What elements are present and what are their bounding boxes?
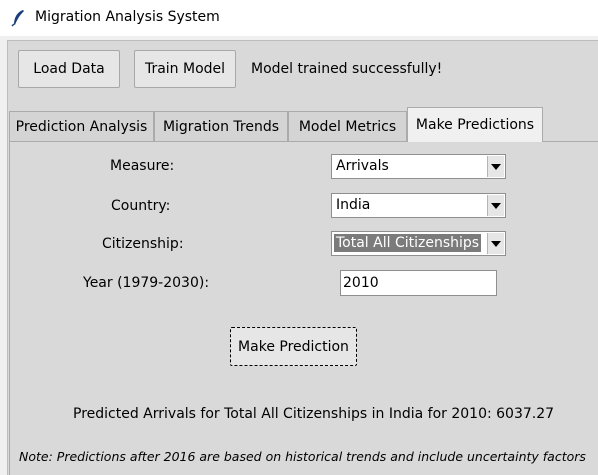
status-text: Model trained successfully! bbox=[251, 61, 443, 77]
tab-model-metrics[interactable]: Model Metrics bbox=[288, 111, 407, 141]
feather-icon bbox=[11, 10, 24, 27]
tab-label: Migration Trends bbox=[162, 118, 280, 135]
year-input[interactable] bbox=[340, 270, 497, 296]
citizenship-select[interactable]: Total All Citizenships bbox=[331, 231, 506, 256]
country-label: Country: bbox=[111, 198, 171, 214]
tab-make-predictions[interactable]: Make Predictions bbox=[407, 107, 543, 142]
citizenship-value: Total All Citizenships bbox=[334, 234, 482, 252]
dropdown-arrow[interactable] bbox=[487, 195, 504, 216]
year-label: Year (1979-2030): bbox=[83, 275, 210, 291]
dropdown-arrow[interactable] bbox=[487, 233, 504, 254]
dropdown-arrow[interactable] bbox=[487, 156, 504, 177]
chevron-down-icon bbox=[491, 163, 501, 170]
tab-prediction-analysis[interactable]: Prediction Analysis bbox=[9, 111, 154, 141]
country-value: India bbox=[336, 197, 371, 213]
load-data-button[interactable]: Load Data bbox=[18, 50, 120, 88]
tab-panel bbox=[9, 141, 598, 475]
chevron-down-icon bbox=[491, 240, 501, 247]
prediction-result: Predicted Arrivals for Total All Citizen… bbox=[73, 406, 555, 422]
measure-label: Measure: bbox=[110, 158, 175, 174]
tab-migration-trends[interactable]: Migration Trends bbox=[154, 111, 288, 141]
measure-select[interactable]: Arrivals bbox=[331, 154, 506, 179]
country-select[interactable]: India bbox=[331, 193, 506, 218]
tab-label: Make Predictions bbox=[415, 117, 535, 133]
note-text: Note: Predictions after 2016 are based o… bbox=[19, 449, 586, 464]
measure-value: Arrivals bbox=[336, 158, 389, 174]
citizenship-label: Citizenship: bbox=[102, 236, 184, 252]
make-prediction-button[interactable]: Make Prediction bbox=[230, 327, 357, 366]
chevron-down-icon bbox=[491, 202, 501, 209]
tab-label: Prediction Analysis bbox=[15, 118, 148, 135]
train-model-button[interactable]: Train Model bbox=[134, 50, 236, 88]
tab-label: Model Metrics bbox=[298, 118, 397, 135]
window-title: Migration Analysis System bbox=[35, 9, 220, 25]
title-bar: Migration Analysis System bbox=[0, 0, 598, 36]
